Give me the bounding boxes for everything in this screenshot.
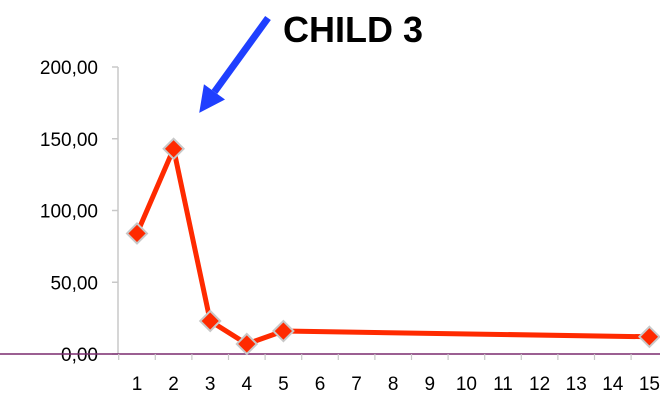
x-axis: 1 2 3 4 5 6 7 8 9 10 11 12 13 14 15 <box>0 353 660 395</box>
x-tick-label: 11 <box>493 374 513 395</box>
x-tick-label: 2 <box>168 374 179 395</box>
y-tick-label: 200,00 <box>40 58 98 79</box>
y-tick-label: 0,00 <box>61 345 98 366</box>
x-tick-label: 9 <box>425 374 436 395</box>
x-tick-label: 4 <box>242 374 253 395</box>
annotation-arrow-shaft <box>211 15 271 94</box>
data-point-marker <box>637 325 660 349</box>
x-tick-label: 5 <box>278 374 289 395</box>
series-layer <box>125 137 660 356</box>
data-point-marker <box>235 332 259 356</box>
x-tick-label: 6 <box>315 374 326 395</box>
x-tick-label: 8 <box>388 374 399 395</box>
y-tick-label: 150,00 <box>40 130 98 151</box>
y-axis: 0,00 50,00 100,00 150,00 200,00 <box>40 58 119 366</box>
x-tick-label: 1 <box>132 374 143 395</box>
data-point-marker <box>198 309 222 333</box>
x-tick-label: 12 <box>529 374 550 395</box>
data-point-marker <box>125 222 149 245</box>
x-tick-label: 13 <box>566 374 587 395</box>
y-tick-label: 100,00 <box>40 202 98 223</box>
x-tick-label: 10 <box>456 374 477 395</box>
annotation-layer <box>199 15 271 113</box>
data-point-marker <box>271 319 295 343</box>
chart-title: CHILD 3 <box>283 9 423 50</box>
x-tick-label: 7 <box>351 374 362 395</box>
y-tick-label: 50,00 <box>50 273 98 294</box>
x-tick-label: 3 <box>205 374 216 395</box>
series-line <box>134 146 652 347</box>
annotation-arrow-head <box>199 84 226 113</box>
x-tick-label: 14 <box>602 374 624 395</box>
x-tick-label: 15 <box>639 374 660 395</box>
data-point-marker <box>162 137 186 161</box>
